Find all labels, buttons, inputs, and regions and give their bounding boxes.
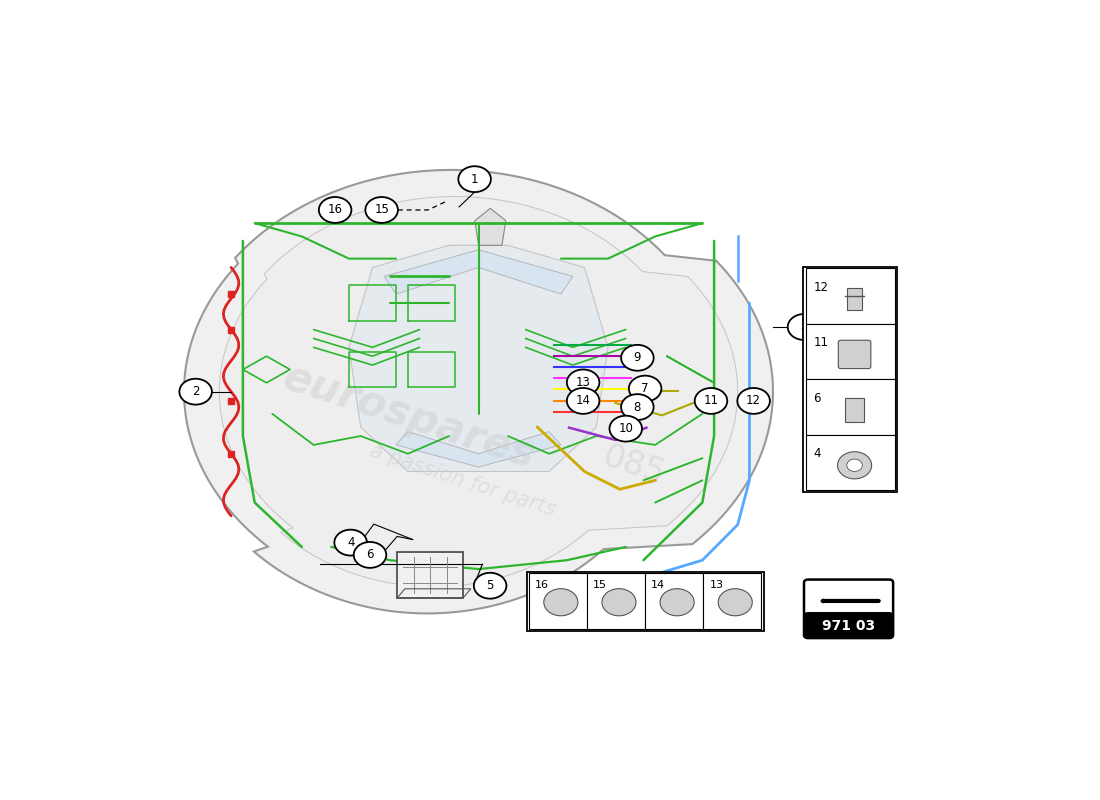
Bar xyxy=(703,574,761,629)
Bar xyxy=(645,574,703,629)
Bar xyxy=(587,574,645,629)
Circle shape xyxy=(566,388,600,414)
Text: 13: 13 xyxy=(575,376,591,389)
Bar xyxy=(847,288,862,310)
Text: 4: 4 xyxy=(346,536,354,549)
Text: 13: 13 xyxy=(710,579,724,590)
Text: 7: 7 xyxy=(641,382,649,395)
Bar xyxy=(805,324,894,379)
Circle shape xyxy=(179,378,212,405)
Polygon shape xyxy=(349,246,608,471)
Polygon shape xyxy=(184,170,773,614)
Circle shape xyxy=(660,589,694,616)
Polygon shape xyxy=(396,431,561,467)
Circle shape xyxy=(718,589,752,616)
Bar xyxy=(803,266,896,492)
Polygon shape xyxy=(384,250,573,294)
Text: 11: 11 xyxy=(813,336,828,349)
Circle shape xyxy=(621,394,653,420)
Circle shape xyxy=(621,345,653,370)
Text: 6: 6 xyxy=(366,549,374,562)
Text: 8: 8 xyxy=(634,401,641,414)
Circle shape xyxy=(629,376,661,402)
Circle shape xyxy=(365,197,398,223)
FancyBboxPatch shape xyxy=(838,340,871,369)
Text: eurospares: eurospares xyxy=(277,356,540,477)
Text: 4: 4 xyxy=(813,447,821,460)
Bar xyxy=(845,398,864,422)
Circle shape xyxy=(354,542,386,568)
Text: 11: 11 xyxy=(704,394,718,407)
Text: 1: 1 xyxy=(471,173,478,186)
Text: 6: 6 xyxy=(813,391,821,405)
Text: 10: 10 xyxy=(618,422,634,435)
Circle shape xyxy=(609,416,642,442)
Text: 16: 16 xyxy=(328,203,342,217)
Text: 14: 14 xyxy=(575,394,591,407)
Circle shape xyxy=(566,370,600,395)
Text: 2: 2 xyxy=(191,385,199,398)
Text: 12: 12 xyxy=(813,281,828,294)
Polygon shape xyxy=(219,197,738,587)
Circle shape xyxy=(837,452,871,479)
Circle shape xyxy=(695,388,727,414)
Text: 085: 085 xyxy=(598,440,669,491)
Circle shape xyxy=(847,459,862,471)
Bar xyxy=(397,552,463,598)
Text: 16: 16 xyxy=(535,579,549,590)
Text: 14: 14 xyxy=(651,579,666,590)
Polygon shape xyxy=(475,208,506,246)
Text: 3: 3 xyxy=(801,321,807,334)
Text: 5: 5 xyxy=(486,579,494,592)
Circle shape xyxy=(543,589,578,616)
Text: 15: 15 xyxy=(593,579,607,590)
Circle shape xyxy=(474,573,506,598)
Bar xyxy=(529,574,587,629)
Bar xyxy=(527,571,763,630)
Text: 9: 9 xyxy=(634,351,641,364)
Circle shape xyxy=(788,314,821,340)
Text: a passion for parts: a passion for parts xyxy=(367,442,559,521)
Circle shape xyxy=(334,530,367,555)
Circle shape xyxy=(737,388,770,414)
Bar xyxy=(805,379,894,435)
Circle shape xyxy=(319,197,351,223)
Text: 15: 15 xyxy=(374,203,389,217)
Bar xyxy=(807,616,889,635)
Circle shape xyxy=(459,166,491,192)
FancyBboxPatch shape xyxy=(804,612,893,638)
Bar xyxy=(805,435,894,490)
Bar xyxy=(805,269,894,324)
Text: 12: 12 xyxy=(746,394,761,407)
Circle shape xyxy=(602,589,636,616)
Text: 971 03: 971 03 xyxy=(822,618,876,633)
FancyBboxPatch shape xyxy=(804,579,893,638)
